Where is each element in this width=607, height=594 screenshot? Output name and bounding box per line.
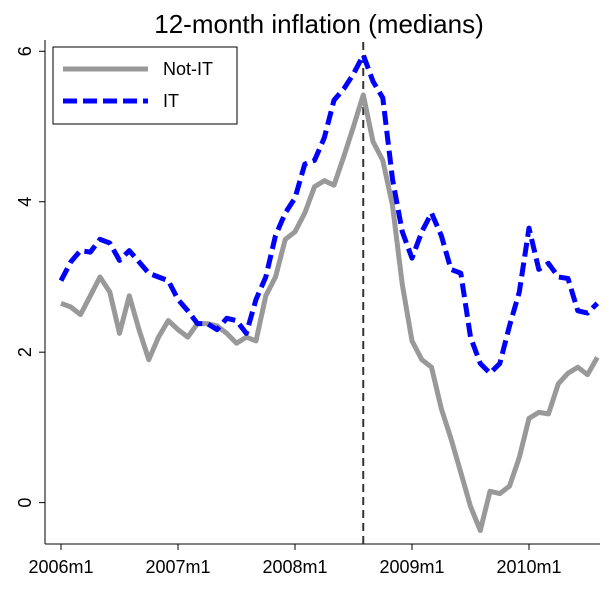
y-tick-label: 2 [15,347,35,357]
x-tick-label: 2007m1 [145,557,210,577]
x-tick-label: 2006m1 [28,557,93,577]
chart-title: 12-month inflation (medians) [154,9,484,39]
x-tick-label: 2010m1 [496,557,561,577]
x-tick-label: 2008m1 [262,557,327,577]
x-tick-label: 2009m1 [379,557,444,577]
legend-label: IT [163,91,179,111]
legend-box [52,46,238,125]
y-tick-label: 6 [15,46,35,56]
y-tick-label: 0 [15,498,35,508]
y-tick-label: 4 [15,197,35,207]
legend-label: Not-IT [163,59,213,79]
line-series [60,92,600,533]
line-series [58,52,600,376]
